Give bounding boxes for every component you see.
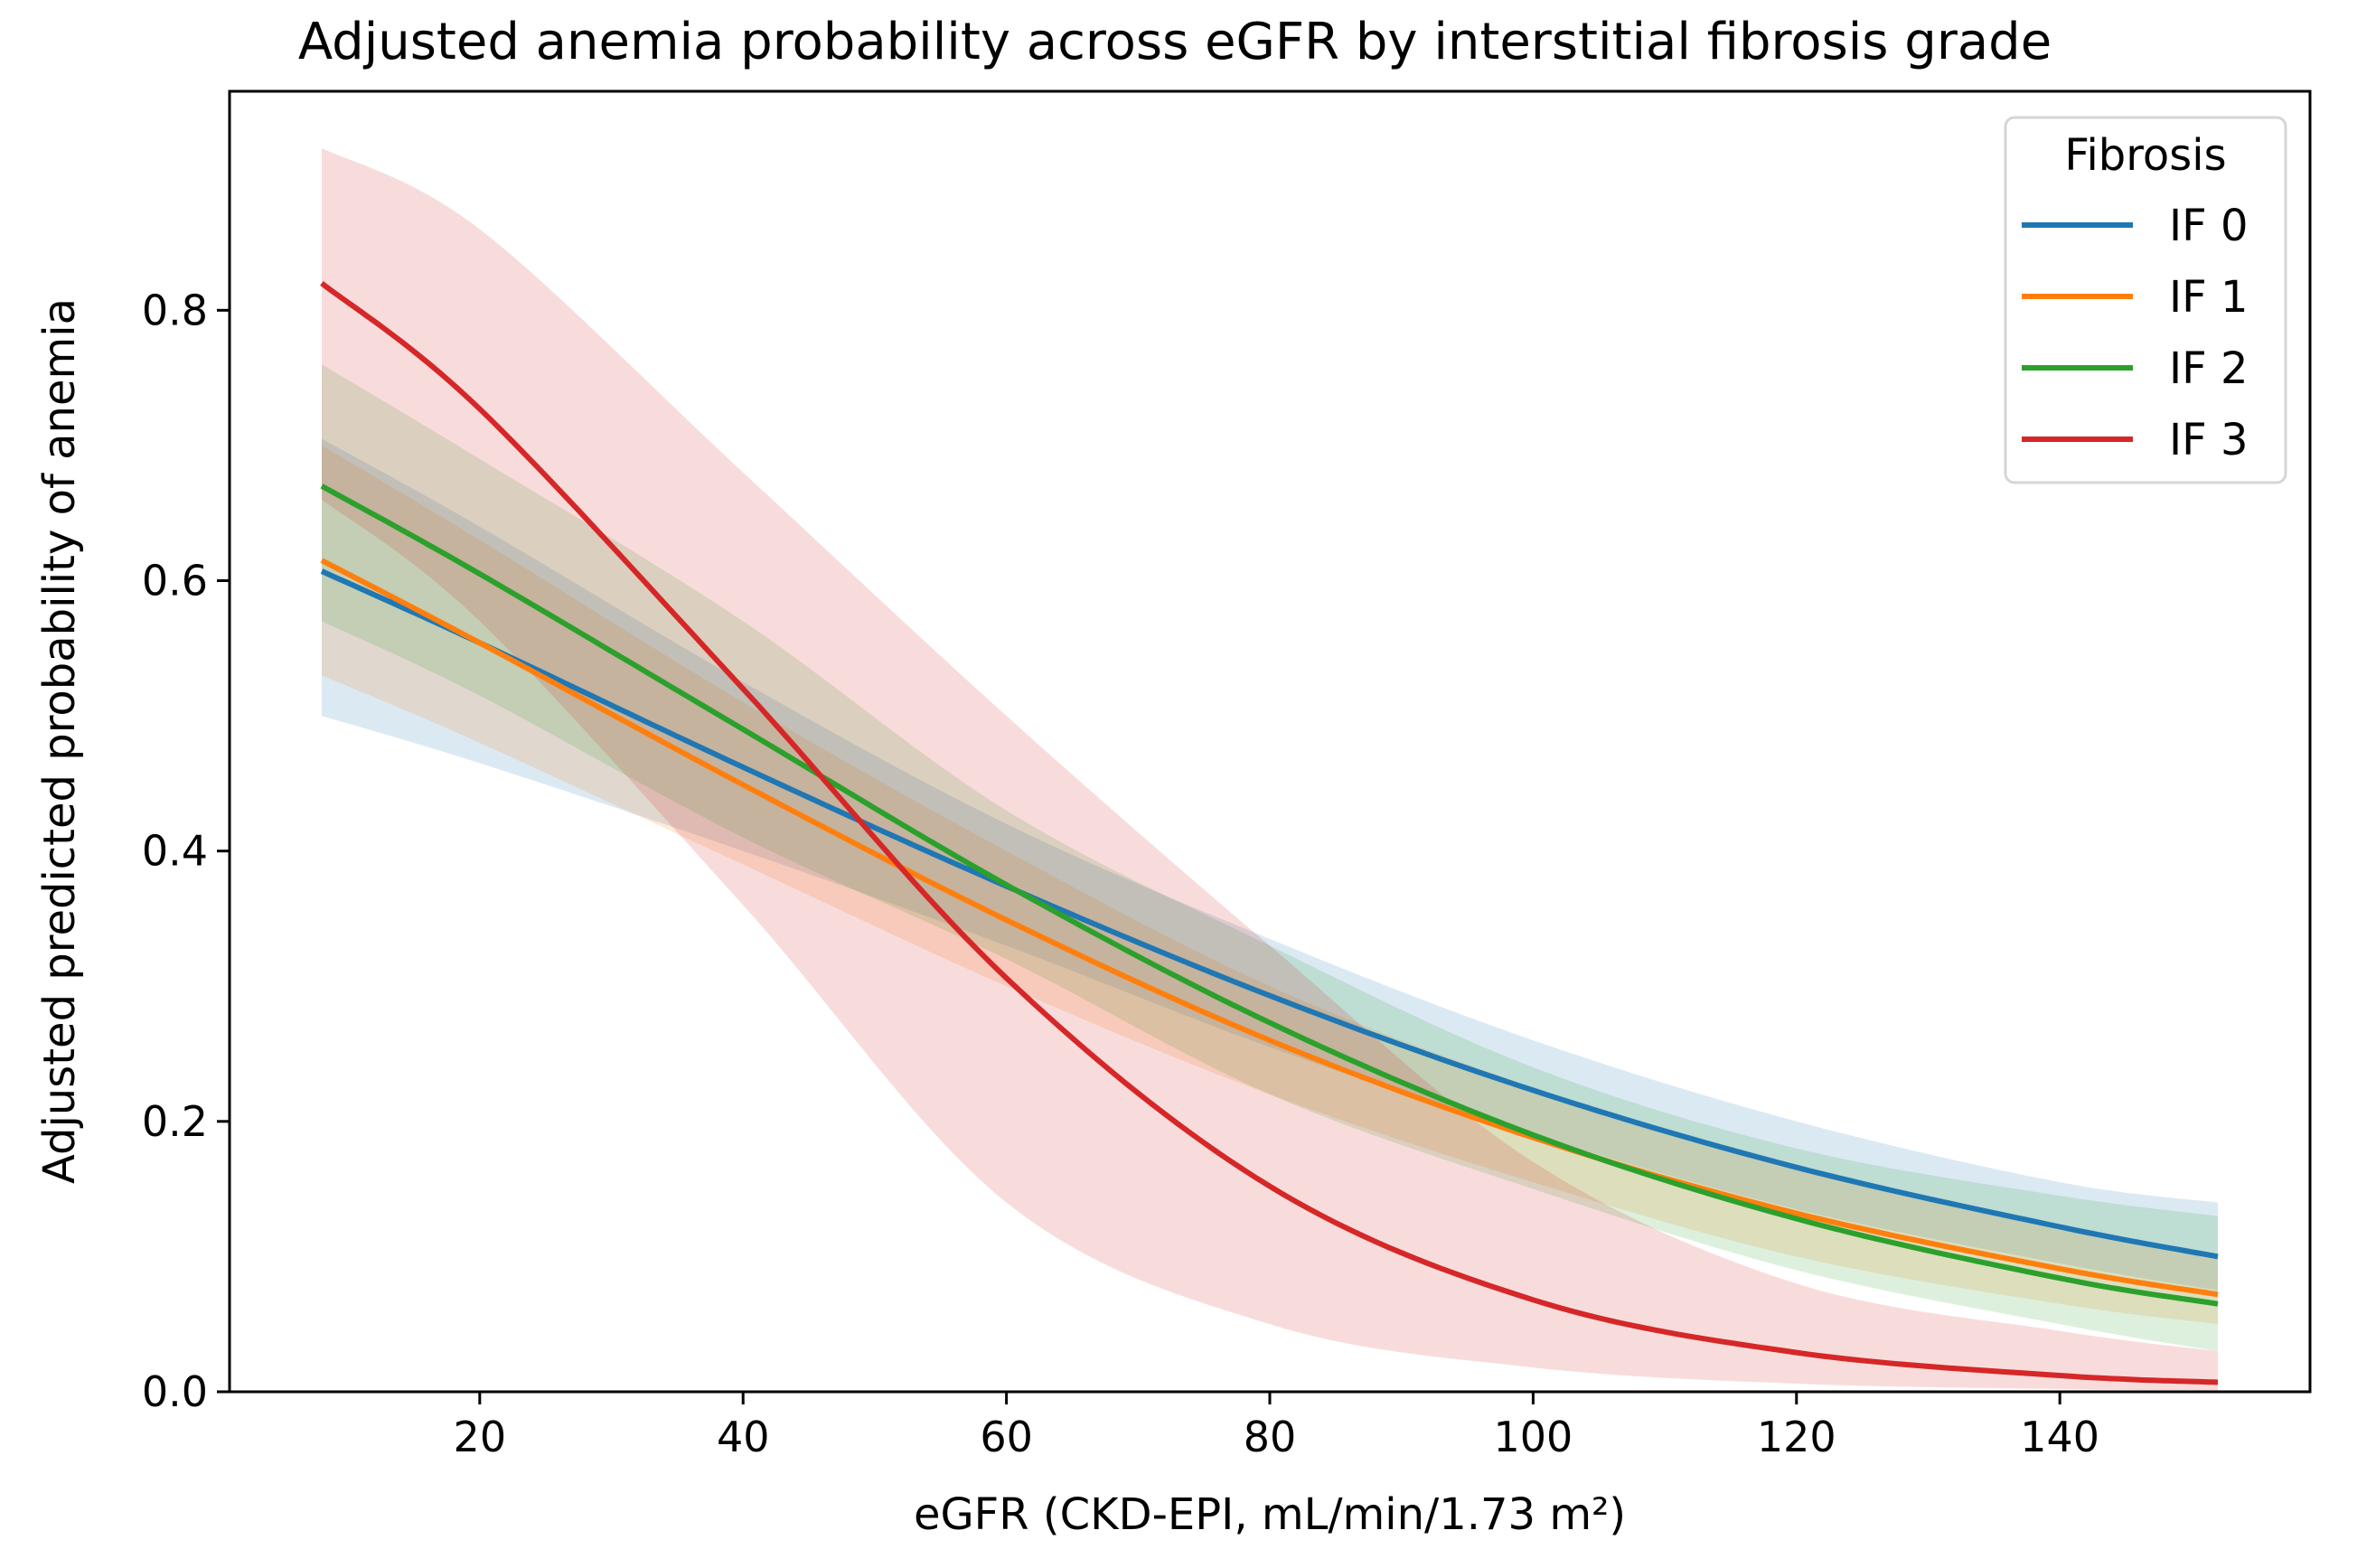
x-tick: 20 <box>454 1392 507 1461</box>
legend-item: IF 3 <box>2022 415 2249 465</box>
y-tick-label: 0.8 <box>142 286 208 334</box>
y-tick: 0.6 <box>142 556 230 605</box>
ci-band-if0 <box>322 438 2218 1291</box>
x-axis-ticks: 20 40 60 80 100 120 140 <box>454 1392 2099 1461</box>
series-line-if3 <box>320 281 2219 1385</box>
confidence-bands <box>322 147 2218 1391</box>
y-tick-label: 0.2 <box>142 1097 208 1146</box>
x-tick-label: 100 <box>1493 1413 1573 1461</box>
y-axis-label: Adjusted predicted probability of anemia <box>34 298 85 1184</box>
x-tick-label: 140 <box>2020 1413 2099 1461</box>
x-tick-label: 80 <box>1244 1413 1297 1461</box>
chart-title: Adjusted anemia probability across eGFR … <box>298 13 2052 71</box>
ci-band-if2 <box>322 364 2218 1352</box>
legend-label: IF 0 <box>2169 201 2249 251</box>
x-tick: 80 <box>1244 1392 1297 1461</box>
x-axis-label: eGFR (CKD-EPI, mL/min/1.73 m²) <box>914 1489 1626 1540</box>
legend-label: IF 3 <box>2169 415 2249 465</box>
y-tick: 0.0 <box>142 1367 230 1416</box>
ci-band-if3 <box>322 147 2218 1391</box>
y-tick-label: 0.4 <box>142 827 208 876</box>
y-tick: 0.8 <box>142 286 230 334</box>
y-tick-label: 0.0 <box>142 1367 208 1416</box>
legend-label: IF 1 <box>2169 272 2249 323</box>
y-tick-label: 0.6 <box>142 556 208 605</box>
legend-title: Fibrosis <box>2064 130 2226 181</box>
y-tick: 0.4 <box>142 827 230 876</box>
x-tick-label: 20 <box>454 1413 507 1461</box>
series-line-if0 <box>320 568 2219 1260</box>
y-axis-ticks: 0.0 0.2 0.4 0.6 0.8 <box>142 286 230 1416</box>
legend: Fibrosis IF 0 IF 1 IF 2 IF 3 <box>2004 116 2287 484</box>
ci-band-if1 <box>322 445 2218 1325</box>
x-tick-label: 40 <box>717 1413 770 1461</box>
legend-box <box>2004 116 2287 484</box>
x-tick: 140 <box>2020 1392 2099 1461</box>
y-tick: 0.2 <box>142 1097 230 1146</box>
x-tick: 40 <box>717 1392 770 1461</box>
legend-item: IF 2 <box>2022 343 2249 394</box>
series-line-if1 <box>320 558 2219 1298</box>
x-tick: 120 <box>1757 1392 1836 1461</box>
legend-label: IF 2 <box>2169 343 2249 394</box>
x-tick-label: 60 <box>980 1413 1033 1461</box>
x-tick: 60 <box>980 1392 1033 1461</box>
series-line-if2 <box>320 484 2219 1307</box>
legend-item: IF 0 <box>2022 201 2249 251</box>
legend-item: IF 1 <box>2022 272 2249 323</box>
x-tick-label: 120 <box>1757 1413 1836 1461</box>
series-lines <box>320 281 2219 1385</box>
x-tick: 100 <box>1493 1392 1573 1461</box>
